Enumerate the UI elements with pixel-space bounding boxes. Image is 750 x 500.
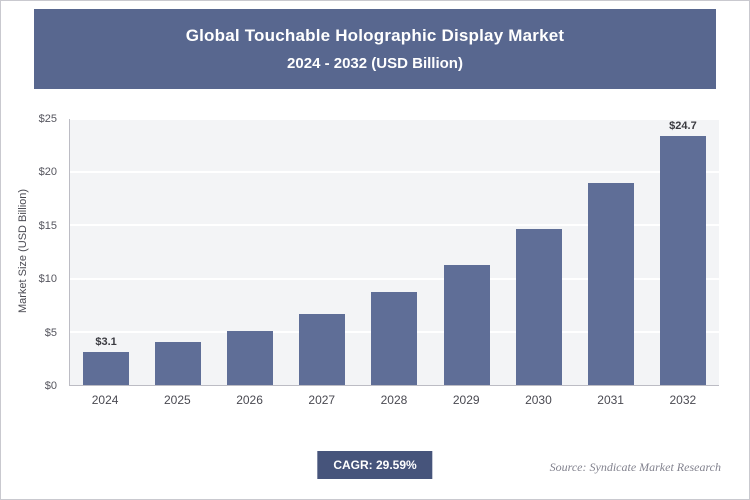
bar: [299, 313, 346, 385]
y-tick-label: $25: [38, 113, 57, 125]
bar: [83, 352, 130, 385]
bar-slot: [286, 119, 358, 385]
source-attribution: Source: Syndicate Market Research: [549, 460, 721, 474]
bar: [515, 228, 562, 385]
bar-slot: $24.7: [647, 119, 719, 385]
x-tick-label: 2024: [91, 393, 119, 407]
x-tick-label: 2030: [525, 393, 552, 407]
y-tick-label: $5: [44, 326, 57, 339]
bar: [371, 292, 418, 385]
bar-value-label: $24.7: [669, 120, 697, 132]
chart-title: Global Touchable Holographic Display Mar…: [185, 26, 565, 45]
y-ticks: $0 $5 $10 $15 $20 $25: [1, 113, 63, 392]
x-tick-label: 2031: [597, 393, 624, 407]
bar: [155, 342, 202, 385]
gridline: [70, 224, 719, 227]
x-tick-label: 2029: [452, 393, 480, 407]
bar-slot: $3.1: [70, 119, 142, 385]
gridline: [70, 118, 719, 120]
bar-slot: [503, 119, 575, 385]
gridline: [70, 277, 719, 280]
x-tick-label: 2032: [669, 393, 697, 407]
y-tick-label: $15: [38, 219, 57, 232]
bar: [443, 264, 490, 385]
x-tick-label: 2027: [308, 393, 336, 407]
bar-value-label: $3.1: [95, 336, 117, 349]
bar-slot: [142, 119, 214, 385]
bar-slot: [214, 119, 286, 385]
bars-row: $3.1 $24.7: [70, 119, 719, 385]
gridline: [70, 171, 719, 174]
bar-slot: [575, 119, 647, 385]
x-axis-labels: 2024 2025 2026 2027 2028 2029 2030 2031 2032: [69, 393, 719, 411]
bar-slot: [358, 119, 430, 385]
y-tick-label: $0: [44, 380, 57, 392]
bar: [587, 182, 634, 385]
x-tick-label: 2026: [236, 393, 263, 407]
y-tick-label: $20: [38, 166, 57, 179]
plot-area: $3.1 $24.7: [69, 118, 719, 386]
cagr-badge: CAGR: 29.59%: [317, 451, 433, 479]
x-tick-label: 2028: [380, 393, 408, 407]
bar-slot: [431, 119, 503, 385]
x-tick-label: 2025: [163, 393, 191, 407]
y-tick-label: $10: [38, 273, 57, 286]
chart-subtitle: 2024 - 2032 (USD Billion): [287, 55, 463, 72]
chart-title-banner: Global Touchable Holographic Display Mar…: [34, 9, 716, 89]
bar: [659, 136, 706, 385]
bar: [227, 330, 274, 385]
